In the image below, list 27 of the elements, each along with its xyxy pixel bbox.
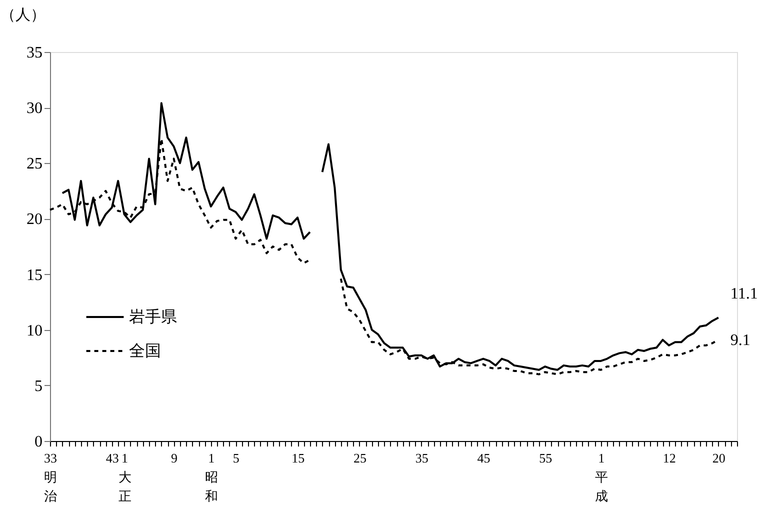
- x-tick-label: 45: [477, 450, 490, 466]
- y-tick-label: 20: [26, 211, 42, 228]
- legend-label: 全国: [129, 343, 161, 360]
- y-tick-label: 30: [26, 100, 42, 118]
- x-tick-label: 35: [415, 450, 428, 466]
- y-tick-label: 0: [34, 434, 42, 450]
- x-tick-label: 9: [171, 450, 178, 466]
- y-tick-label: 25: [26, 156, 42, 173]
- y-tick-label: 35: [26, 44, 42, 62]
- x-tick-label: 43: [106, 450, 119, 466]
- x-tick-label: 55: [539, 450, 552, 466]
- x-tick-label: 1昭和: [204, 450, 218, 504]
- x-tick-label: 5: [232, 450, 240, 466]
- annotation: 9.1: [730, 332, 750, 349]
- legend-label: 岩手県: [129, 308, 177, 326]
- y-tick-label: 10: [26, 322, 42, 340]
- x-tick-label: 25: [353, 450, 366, 466]
- x-tick-label: 12: [662, 450, 676, 466]
- x-tick-label: 15: [292, 450, 305, 466]
- x-tick-label: 1平成: [594, 450, 608, 504]
- y-tick-label: 5: [34, 378, 42, 395]
- x-tick-label: 20: [712, 450, 726, 466]
- x-tick-label: 33明治: [44, 450, 57, 504]
- annotation: 11.1: [730, 286, 758, 303]
- x-tick-label: 1大正: [118, 450, 132, 504]
- y-tick-label: 15: [26, 266, 42, 284]
- y-axis-title: （人）: [0, 8, 46, 24]
